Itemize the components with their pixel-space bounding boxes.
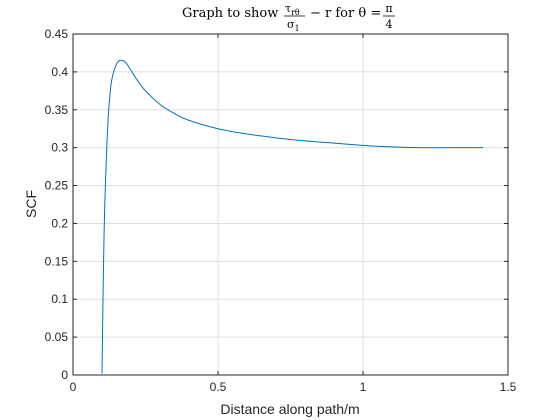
title-frac1-numerator: τrθ — [285, 2, 300, 17]
tick-marks — [72, 33, 509, 376]
title-tau: τ — [285, 2, 291, 15]
y-tick-label: 0.15 — [45, 254, 69, 268]
y-tick-label: 0.4 — [51, 65, 68, 79]
chart-title: Graph to show τrθ σ1 − r for θ = π 4 — [182, 2, 395, 33]
x-tick-label: 0 — [70, 380, 77, 394]
y-tick-label: 0.25 — [45, 179, 69, 193]
tick-labels: 0 0.5 1 1.5 0 0.05 0.1 0.15 0.2 0.25 0.3 0.35 0.4 0.4… — [45, 27, 517, 394]
x-tick-label: 1.5 — [500, 380, 517, 394]
title-sigma-subscript: 1 — [295, 24, 300, 33]
title-sigma: σ — [287, 18, 295, 31]
y-axis-label: SCF — [23, 190, 39, 218]
y-tick-label: 0.45 — [45, 27, 69, 41]
x-tick-label: 1 — [360, 380, 367, 394]
y-tick-label: 0.3 — [51, 141, 68, 155]
plot-area — [73, 34, 508, 375]
x-axis-label: Distance along path/m — [220, 401, 359, 417]
title-tau-subscript: rθ — [291, 8, 300, 17]
y-tick-label: 0 — [61, 368, 68, 382]
title-prefix: Graph to show — [182, 6, 278, 21]
title-frac1-denominator: σ1 — [287, 18, 300, 33]
series-layer — [101, 59, 484, 374]
y-tick-label: 0.35 — [45, 103, 69, 117]
title-frac2-denominator: 4 — [386, 18, 393, 31]
axes-box — [72, 33, 509, 376]
title-frac2-numerator: π — [385, 2, 392, 15]
x-tick-label: 0.5 — [210, 380, 227, 394]
y-tick-label: 0.2 — [51, 216, 68, 230]
title-middle: − r for θ = — [310, 6, 381, 21]
series-line — [101, 59, 484, 374]
y-tick-label: 0.1 — [51, 292, 68, 306]
y-tick-label: 0.05 — [45, 330, 69, 344]
